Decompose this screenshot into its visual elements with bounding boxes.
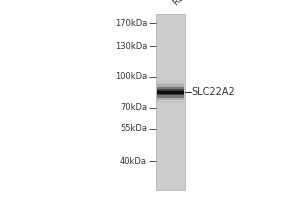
Bar [157,81,184,84]
Bar [157,93,184,95]
Text: Rat brain: Rat brain [172,0,206,8]
Bar [156,14,184,190]
Bar [157,84,184,87]
Text: 40kDa: 40kDa [120,157,147,166]
Bar [157,91,184,94]
Bar [157,87,184,89]
Text: 55kDa: 55kDa [120,124,147,133]
Text: 70kDa: 70kDa [120,103,147,112]
Bar [157,101,184,103]
Bar [157,98,184,100]
Bar [157,95,184,98]
Text: 100kDa: 100kDa [115,72,147,81]
Text: 130kDa: 130kDa [115,42,147,51]
Text: 170kDa: 170kDa [115,19,147,28]
Bar [157,89,184,92]
Text: SLC22A2: SLC22A2 [192,87,236,97]
